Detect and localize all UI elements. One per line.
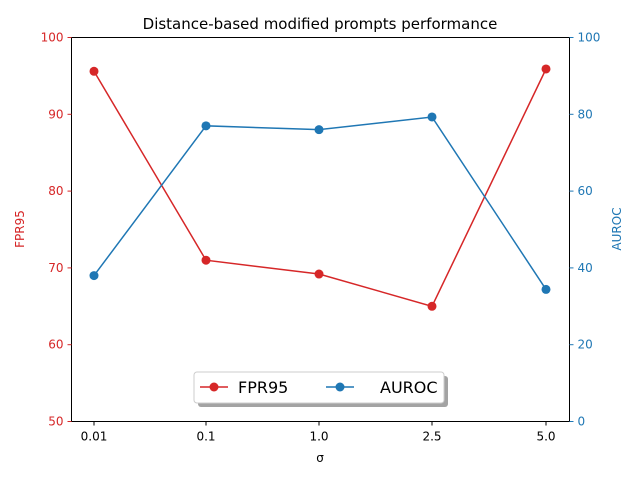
data-point-auroc [201,121,211,131]
chart-title: Distance-based modified prompts performa… [143,15,498,33]
x-tick-label: 5.0 [536,430,555,444]
data-point-auroc [541,284,551,294]
data-point-auroc [427,112,437,122]
left-y-tick-label: 90 [48,107,63,121]
right-y-tick-label: 20 [578,338,593,352]
x-tick-label: 0.1 [196,430,215,444]
data-point-fpr95 [89,66,99,76]
data-point-fpr95 [314,269,324,279]
right-axis-label: AUROC [610,207,624,250]
x-tick-label: 0.01 [81,430,108,444]
x-tick-label: 1.0 [309,430,328,444]
legend-marker-fpr95 [209,382,219,392]
right-y-tick-label: 60 [578,184,593,198]
legend-label-fpr95: FPR95 [238,378,288,397]
left-y-tick-label: 100 [41,31,64,45]
left-y-tick-label: 50 [48,415,63,429]
series-line-auroc [93,116,547,290]
right-y-tick-label: 40 [578,261,593,275]
legend-marker-auroc [335,382,345,392]
left-y-tick-label: 60 [48,338,63,352]
legend: FPR95 AUROC [193,371,448,407]
legend-box [193,371,445,404]
data-point-auroc [314,125,324,135]
data-point-fpr95 [201,255,211,265]
plot-area [71,37,570,422]
right-y-tick-label: 80 [578,107,593,121]
data-point-auroc [89,271,99,281]
right-y-tick-label: 0 [578,415,586,429]
left-y-tick-label: 70 [48,261,63,275]
legend-label-auroc: AUROC [380,378,438,397]
left-y-tick-label: 80 [48,184,63,198]
x-axis-label: σ [316,451,324,465]
data-point-fpr95 [541,64,551,74]
left-axis-label: FPR95 [13,210,27,248]
x-tick-label: 2.5 [422,430,441,444]
data-point-fpr95 [427,301,437,311]
right-y-tick-label: 100 [578,31,601,45]
